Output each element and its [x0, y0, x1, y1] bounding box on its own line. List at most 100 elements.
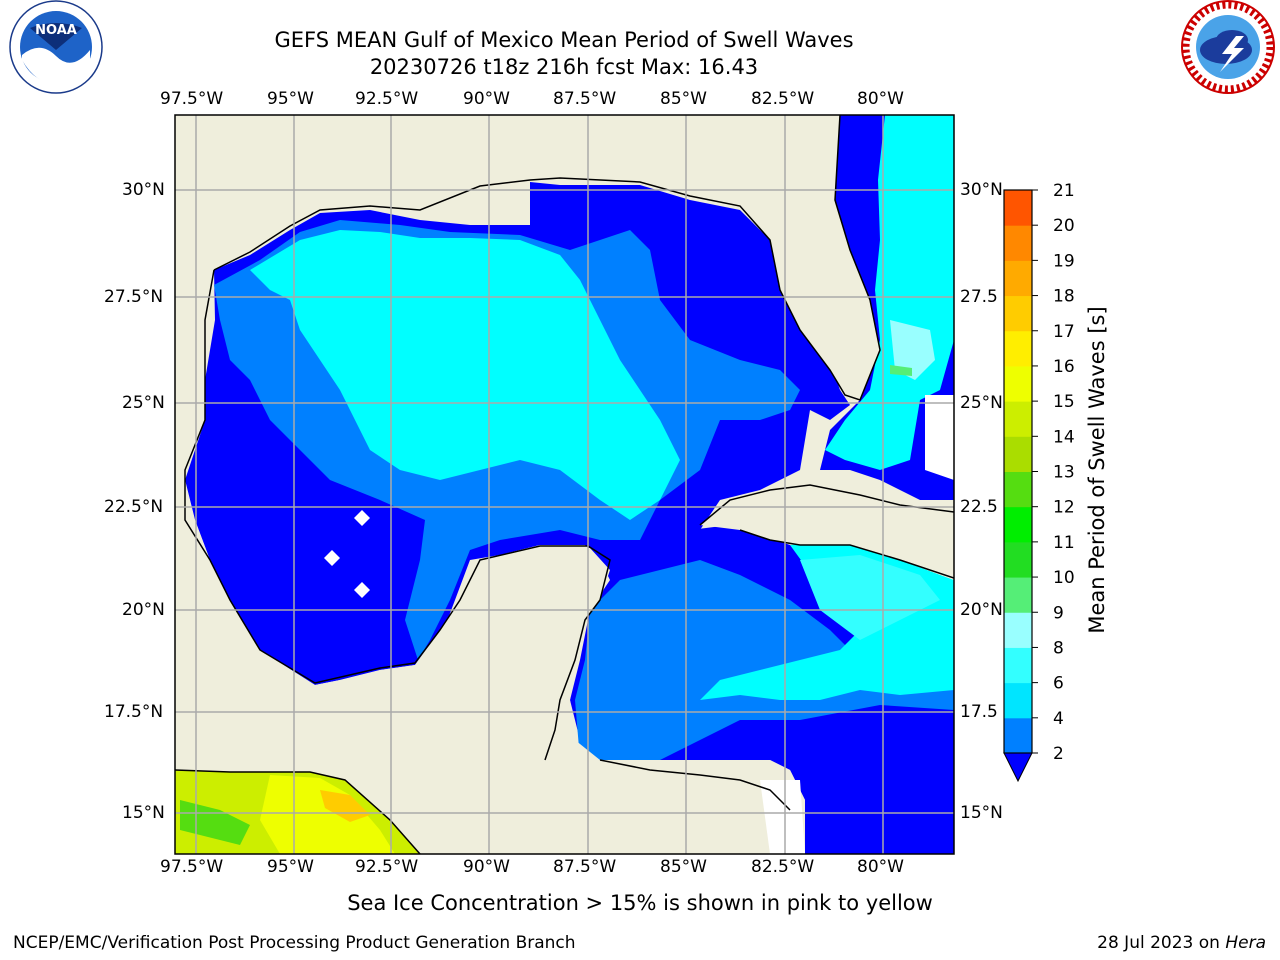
lon-tick-bottom: 90°W: [463, 857, 510, 877]
gulf-high-period: [250, 230, 680, 520]
lon-tick-top: 90°W: [463, 89, 510, 109]
colorbar-tick-label: 15: [1053, 392, 1075, 412]
lon-tick-bottom: 82.5°W: [751, 857, 815, 877]
colorbar-segment: [1004, 612, 1032, 648]
cuba-land: [700, 485, 954, 580]
atlantic-high-period: [825, 115, 954, 470]
colorbar-segment: [1004, 506, 1032, 543]
colorbar-segment: [1004, 225, 1032, 261]
colorbar-segment: [1004, 717, 1032, 754]
coastline-pacific: [175, 769, 421, 854]
footer-date-text: 28 Jul 2023 on: [1097, 933, 1226, 953]
colorbar-segment: [1004, 401, 1032, 437]
colorbar-segment: [1004, 577, 1032, 613]
mask-region: [925, 395, 954, 480]
diamond-marker: [324, 550, 340, 566]
colorbar-tick-label: 21: [1053, 181, 1075, 201]
lat-tick-left: 15°N: [122, 803, 165, 823]
colorbar-tick-label: 9: [1053, 603, 1064, 623]
caribbean-mid-period: [575, 560, 954, 770]
colorbar-segment: [1004, 436, 1032, 472]
colorbar-segment: [1004, 471, 1032, 508]
lon-tick-bottom: 85°W: [660, 857, 707, 877]
colorbar-segment: [1004, 260, 1032, 297]
grid-lines: [175, 115, 954, 854]
caribbean-very-high-period: [800, 555, 940, 640]
chart-title: GEFS MEAN Gulf of Mexico Mean Period of …: [274, 28, 854, 52]
pacific-green-region: [180, 800, 250, 845]
lon-tick-top: 85°W: [660, 89, 707, 109]
lon-tick-bottom: 92.5°W: [355, 857, 419, 877]
colorbar-tick-label: 12: [1053, 498, 1075, 518]
sea-ice-caption: Sea Ice Concentration > 15% is shown in …: [347, 891, 933, 915]
diamond-marker: [354, 510, 370, 526]
colorbar-tick-label: 6: [1053, 674, 1064, 694]
lat-tick-right: 17.5: [960, 702, 998, 722]
noaa-logo-icon: NOAA: [9, 0, 103, 94]
colorbar: 2 4 6 8 9 10 11 12 13 14 15 16 17 18 19 20 21: [1003, 181, 1075, 783]
lat-tick-left: 22.5°N: [104, 497, 164, 517]
lat-tick-right: 15°N: [960, 803, 1003, 823]
footer-credit: NCEP/EMC/Verification Post Processing Pr…: [13, 933, 576, 953]
colorbar-segment: [1004, 365, 1032, 402]
colorbar-segment: [1004, 295, 1032, 332]
lon-tick-top: 80°W: [857, 89, 904, 109]
lon-tick-bottom: 80°W: [857, 857, 904, 877]
colorbar-tick-label: 20: [1053, 216, 1075, 236]
footer-host: Hera: [1225, 933, 1266, 953]
colorbar-segment: [1004, 647, 1032, 684]
colorbar-tick-label: 2: [1053, 744, 1064, 764]
lon-tick-top: 82.5°W: [751, 89, 815, 109]
lat-tick-right: 22.5: [960, 497, 998, 517]
lon-tick-bottom: 97.5°W: [160, 857, 224, 877]
lat-tick-left: 25°N: [122, 393, 165, 413]
lon-tick-top: 87.5°W: [553, 89, 617, 109]
atlantic-max-period: [890, 365, 912, 376]
lon-tick-top: 97.5°W: [160, 89, 224, 109]
lat-tick-right: 20°N: [960, 600, 1003, 620]
lat-tick-left: 20°N: [122, 600, 165, 620]
colorbar-tick-label: 13: [1053, 463, 1075, 483]
colorbar-tick-label: 8: [1053, 638, 1064, 658]
chart-subtitle: 20230726 t18z 216h fcst Max: 16.43: [369, 55, 759, 79]
colorbar-tick-label: 18: [1053, 287, 1075, 307]
coastline-cuba: [699, 484, 954, 526]
lat-tick-right: 27.5: [960, 287, 998, 307]
colorbar-tick-label: 11: [1053, 533, 1075, 553]
lat-tick-left: 27.5°N: [104, 287, 164, 307]
atlantic-very-high-period: [890, 320, 935, 380]
lon-tick-top: 92.5°W: [355, 89, 419, 109]
pacific-peak-period: [320, 790, 370, 822]
colorbar-tick-label: 16: [1053, 357, 1075, 377]
colorbar-segment: [1004, 682, 1032, 719]
lat-tick-right: 30°N: [960, 180, 1003, 200]
map-area: [174, 114, 955, 855]
colorbar-tick-label: 19: [1053, 251, 1075, 271]
map-frame: [174, 114, 955, 855]
north-american-land: [175, 115, 880, 480]
lat-tick-left: 17.5°N: [104, 702, 164, 722]
colorbar-segment: [1004, 190, 1032, 226]
lat-tick-left: 30°N: [122, 180, 165, 200]
colorbar-tick-label: 4: [1053, 709, 1064, 729]
diamond-marker: [354, 582, 370, 598]
colorbar-segment: [1004, 541, 1032, 578]
coastline-mexico: [184, 269, 611, 761]
yucatan-land: [418, 548, 610, 780]
lon-tick-bottom: 95°W: [267, 857, 314, 877]
coastline-central-america: [599, 759, 791, 811]
coastline: [213, 115, 881, 401]
lon-tick-top: 95°W: [267, 89, 314, 109]
colorbar-segment: [1004, 330, 1032, 367]
mask-region-2: [760, 780, 805, 854]
coastline-cuba-south: [739, 529, 954, 579]
nws-logo-icon: [1181, 0, 1275, 94]
lat-tick-right: 25°N: [960, 393, 1003, 413]
colorbar-tick-label: 17: [1053, 322, 1075, 342]
colorbar-tick-label: 10: [1053, 568, 1075, 588]
colorbar-extend-triangle: [1003, 752, 1033, 783]
lon-tick-bottom: 87.5°W: [553, 857, 617, 877]
footer-date: 28 Jul 2023 on Hera: [1097, 933, 1266, 953]
colorbar-tick-label: 14: [1053, 427, 1075, 447]
